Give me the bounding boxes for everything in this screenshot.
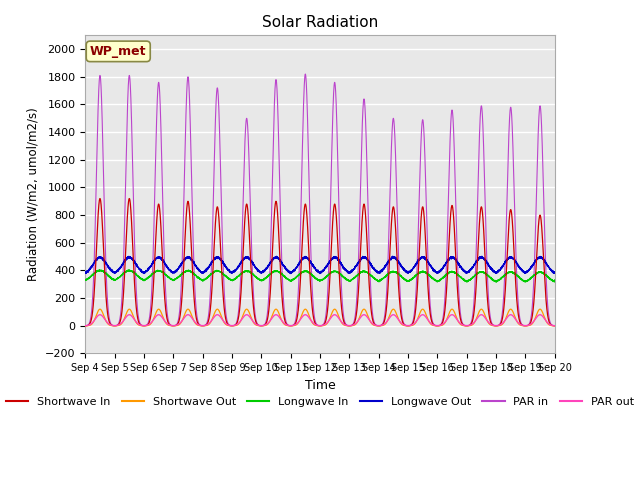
Legend: Shortwave In, Shortwave Out, Longwave In, Longwave Out, PAR in, PAR out: Shortwave In, Shortwave Out, Longwave In… bbox=[2, 393, 638, 411]
Y-axis label: Radiation (W/m2, umol/m2/s): Radiation (W/m2, umol/m2/s) bbox=[26, 108, 40, 281]
Title: Solar Radiation: Solar Radiation bbox=[262, 15, 378, 30]
X-axis label: Time: Time bbox=[305, 379, 335, 392]
Text: WP_met: WP_met bbox=[90, 45, 147, 58]
